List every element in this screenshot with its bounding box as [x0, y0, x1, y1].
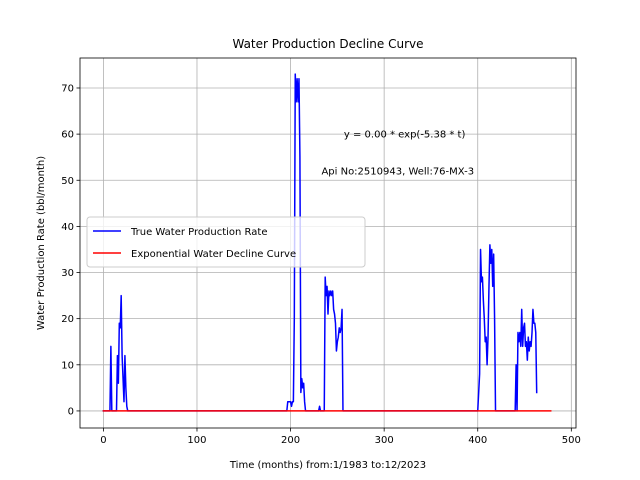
- x-axis-title: Time (months) from:1/1983 to:12/2023: [229, 460, 426, 471]
- x-tick-label: 0: [100, 435, 106, 446]
- legend-box: [86, 216, 366, 268]
- x-tick-label: 200: [281, 435, 300, 446]
- y-tick-label: 0: [68, 406, 74, 417]
- y-tick-label: 20: [61, 314, 74, 325]
- y-tick-label: 40: [61, 222, 74, 233]
- axes-frame: [79, 57, 577, 429]
- legend-label-exponential: Exponential Water Decline Curve: [131, 249, 296, 260]
- x-tick-label: 400: [468, 435, 487, 446]
- ticks: 0 100 200 300 400 500 0 10 20 30 40 50 60 70: [61, 83, 581, 446]
- legend-label-true-water: True Water Production Rate: [130, 227, 267, 238]
- series-layer: [102, 73, 552, 412]
- x-tick-label: 500: [562, 435, 581, 446]
- y-tick-label: 60: [61, 130, 74, 141]
- chart-title: Water Production Decline Curve: [232, 37, 423, 51]
- y-axis-title: Water Production Rate (bbl/month): [36, 156, 47, 330]
- y-tick-label: 50: [61, 176, 74, 187]
- axes: [79, 57, 577, 429]
- y-tick-label: 70: [61, 83, 74, 94]
- y-tick-label: 30: [61, 268, 74, 279]
- well-annotation: Api No:2510943, Well:76-MX-3: [321, 167, 474, 178]
- y-tick-label: 10: [61, 360, 74, 371]
- legend: True Water Production Rate Exponential W…: [86, 216, 366, 268]
- x-tick-label: 300: [375, 435, 394, 446]
- equation-annotation: y = 0.00 * exp(-5.38 * t): [344, 130, 466, 141]
- x-tick-label: 100: [187, 435, 206, 446]
